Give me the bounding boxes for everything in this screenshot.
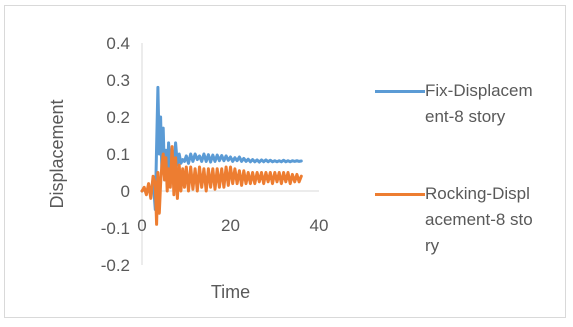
legend-swatch-fix bbox=[375, 90, 425, 93]
legend: Fix-Displacement-8 story Rocking-Displac… bbox=[375, 6, 565, 306]
legend-label-fix: Fix-Displacement-8 story bbox=[425, 81, 533, 126]
y-tick-label: 0.4 bbox=[106, 34, 130, 53]
series-layer bbox=[140, 85, 303, 226]
y-tick-label: 0 bbox=[121, 182, 130, 201]
y-tick-label: 0.2 bbox=[106, 108, 130, 127]
y-tick-label: -0.1 bbox=[101, 219, 130, 238]
chart-frame: 0.4 0.3 0.2 0.1 0 -0.1 -0.2 0 20 40 Time Displace… bbox=[4, 5, 566, 318]
y-tick-label: 0.3 bbox=[106, 71, 130, 90]
line-chart: 0.4 0.3 0.2 0.1 0 -0.1 -0.2 0 20 40 Time Displace… bbox=[47, 34, 329, 302]
x-tick-label: 0 bbox=[137, 216, 146, 235]
legend-swatch-rocking bbox=[375, 193, 425, 196]
legend-item-rocking: Rocking-Displacement-8 story bbox=[375, 181, 535, 259]
y-axis-title: Displacement bbox=[47, 99, 67, 208]
y-tick-label: -0.2 bbox=[101, 256, 130, 275]
x-axis-title: Time bbox=[211, 282, 250, 302]
x-tick-label: 40 bbox=[310, 216, 329, 235]
x-tick-label: 20 bbox=[221, 216, 240, 235]
series-line-rocking bbox=[140, 145, 303, 226]
legend-item-fix: Fix-Displacement-8 story bbox=[375, 78, 535, 130]
tick-layer: 0.4 0.3 0.2 0.1 0 -0.1 -0.2 0 20 40 bbox=[101, 34, 329, 275]
y-tick-label: 0.1 bbox=[106, 145, 130, 164]
chart-axes bbox=[141, 43, 319, 265]
legend-label-rocking: Rocking-Displacement-8 story bbox=[425, 184, 533, 255]
